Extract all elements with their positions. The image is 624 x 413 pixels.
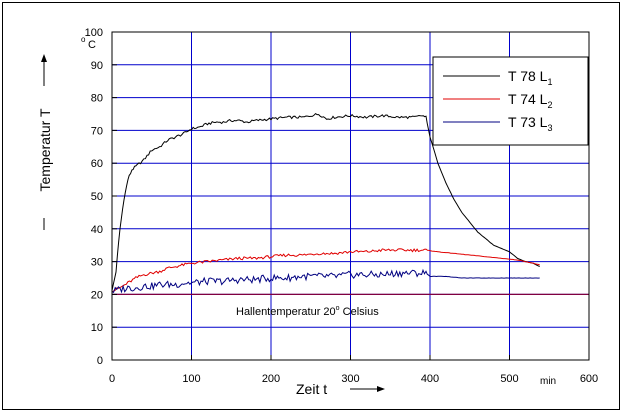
- x-tick-label: 400: [421, 373, 439, 385]
- y-unit-degree: o: [81, 35, 86, 44]
- legend-t73-main: T 73 L: [508, 114, 548, 130]
- y-tick-label: 80: [91, 93, 103, 105]
- y-tick-label: 0: [97, 355, 103, 367]
- series-lines: [111, 112, 540, 294]
- x-tick-label: 500: [500, 373, 518, 385]
- y-tick-label: 30: [91, 257, 103, 269]
- series-line-t73: [111, 268, 540, 294]
- y-tick-label: 60: [91, 158, 103, 170]
- y-axis-label: Temperatur T: [37, 108, 53, 191]
- series-line-t78: [111, 112, 540, 291]
- x-axis-label: Zeit t: [296, 381, 327, 397]
- legend-t74-main: T 74 L: [508, 91, 548, 107]
- y-axis-arrow: [41, 54, 47, 86]
- y-tick-label: 40: [91, 224, 103, 236]
- y-tick-label: 20: [91, 289, 103, 301]
- legend-t74-sub: 2: [547, 100, 552, 110]
- y-tick-label: 100: [85, 27, 103, 39]
- legend-t78-main: T 78 L: [508, 68, 548, 84]
- legend-label-t74: T 74 L2: [508, 91, 552, 110]
- series-line-t74: [111, 248, 540, 293]
- x-tick-label: 600: [580, 373, 598, 385]
- legend-label-t73: T 73 L3: [508, 114, 552, 133]
- y-tick-label: 10: [91, 322, 103, 334]
- legend: T 78 L1 T 74 L2 T 73 L3: [432, 56, 589, 146]
- x-tick-label: 0: [109, 373, 115, 385]
- x-axis-arrow: [350, 386, 385, 392]
- reference-label-main: Hallentemperatur 20: [236, 306, 336, 318]
- axes: [111, 31, 590, 361]
- y-tick-label: 50: [91, 191, 103, 203]
- legend-t78-sub: 1: [547, 77, 552, 87]
- x-tick-label: 200: [262, 373, 280, 385]
- y-unit: C: [88, 39, 96, 51]
- y-tick-label: 90: [91, 60, 103, 72]
- x-tick-label: 300: [341, 373, 359, 385]
- tick-labels: 0 100 200 300 400 500 600 0 10 20 30 40 50 60 70 80 90 10…: [85, 27, 599, 385]
- legend-box: [432, 56, 589, 146]
- legend-t73-sub: 3: [547, 123, 552, 133]
- x-axis-unit: min: [540, 376, 556, 387]
- reference-label-degree: o: [336, 305, 340, 312]
- legend-label-t78: T 78 L1: [508, 68, 552, 87]
- reference-label-unit: Celsius: [340, 306, 380, 318]
- x-tick-label: 100: [182, 373, 200, 385]
- y-tick-label: 70: [91, 125, 103, 137]
- reference-line-label: Hallentemperatur 20o Celsius: [236, 305, 379, 318]
